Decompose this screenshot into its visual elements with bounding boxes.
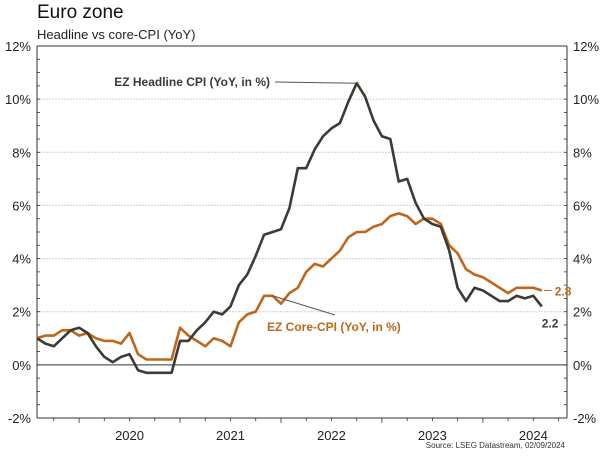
- x-tick-label: 2024: [519, 428, 548, 443]
- core-end-value: 2.8: [555, 284, 572, 298]
- y-tick-label-left: -2%: [8, 411, 32, 426]
- core-callout-line: [272, 295, 336, 316]
- headline-series-label: EZ Headline CPI (YoY, in %): [114, 75, 270, 89]
- y-tick-label-left: 12%: [5, 39, 31, 54]
- y-tick-label-right: 6%: [573, 198, 592, 213]
- y-tick-label-right: 10%: [573, 92, 599, 107]
- chart-title: Euro zone: [37, 2, 124, 23]
- y-tick-label-right: 0%: [573, 358, 592, 373]
- headline-end-value: 2.2: [542, 316, 559, 330]
- y-tick-label-left: 2%: [12, 305, 31, 320]
- gridlines: [37, 98, 567, 366]
- annotations: EZ Headline CPI (YoY, in %) EZ Core-CPI (…: [114, 75, 572, 334]
- y-tick-label-left: 4%: [12, 252, 31, 267]
- headline-callout-line: [274, 81, 357, 84]
- y-tick-label-left: 8%: [12, 145, 31, 160]
- chart-subtitle: Headline vs core-CPI (YoY): [37, 27, 196, 42]
- y-tick-label-right: 8%: [573, 145, 592, 160]
- y-tick-label-right: 2%: [573, 305, 592, 320]
- x-tick-label: 2022: [317, 428, 346, 443]
- headline-cpi-line: [36, 81, 543, 375]
- x-tick-label: 2023: [418, 428, 447, 443]
- y-tick-label-right: -2%: [573, 411, 597, 426]
- y-tick-label-left: 10%: [5, 92, 31, 107]
- core-series-label: EZ Core-CPI (YoY, in %): [267, 320, 401, 334]
- core-cpi-line: [36, 212, 543, 361]
- x-tick-label: 2020: [115, 428, 144, 443]
- axes: -2% -2% 0% 0% 2% 2% 4% 4% 6% 6% 8% 8% 10% 10% 12% 12% 20…: [5, 39, 599, 443]
- source-note: Source: LSEG Datastream, 02/09/2024: [425, 441, 565, 450]
- y-tick-label-left: 6%: [12, 198, 31, 213]
- x-tick-label: 2021: [216, 428, 245, 443]
- y-tick-label-right: 12%: [573, 39, 599, 54]
- y-tick-label-left: 0%: [12, 358, 31, 373]
- series-lines: [36, 81, 543, 375]
- y-tick-label-right: 4%: [573, 252, 592, 267]
